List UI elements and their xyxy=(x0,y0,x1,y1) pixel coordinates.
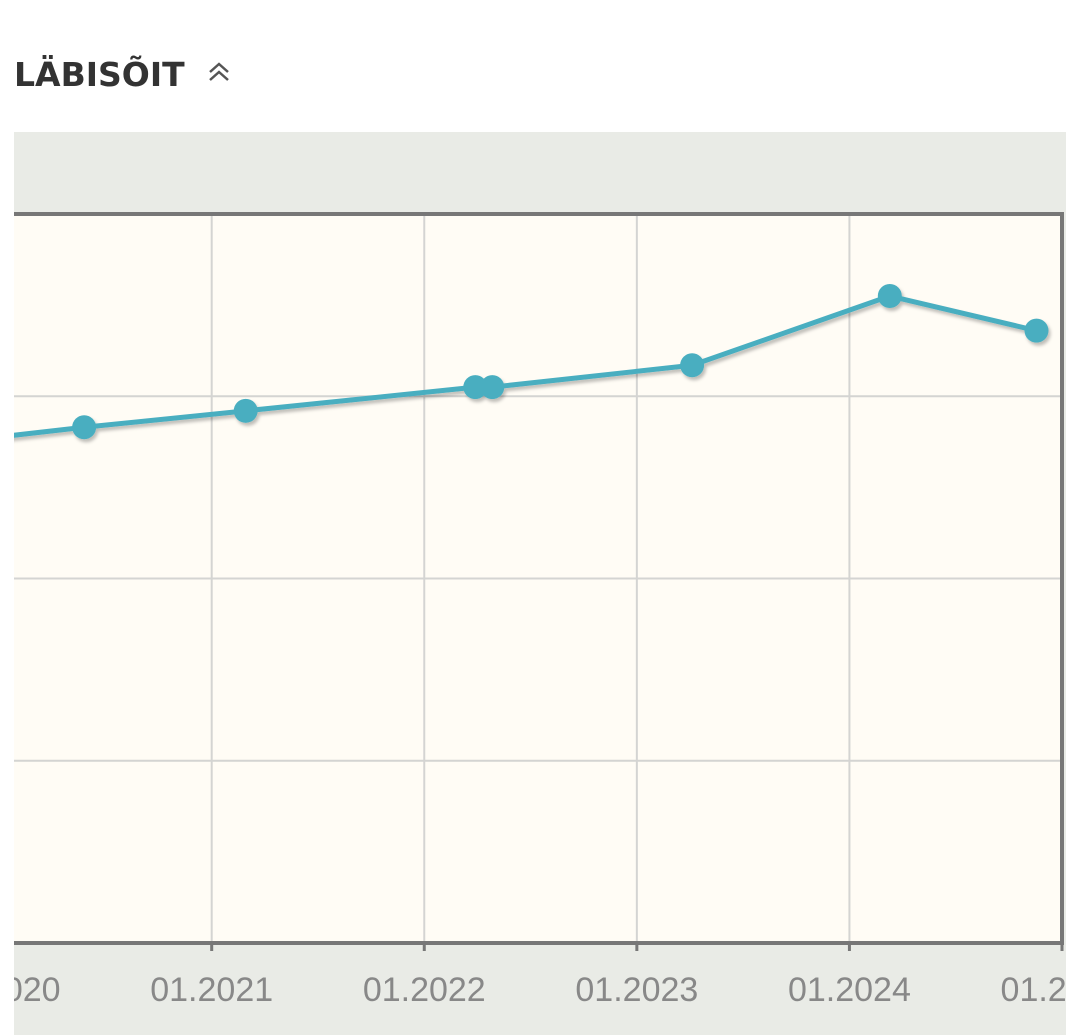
section-title: LÄBISÕIT xyxy=(14,54,185,94)
data-point xyxy=(877,284,902,309)
plot-border xyxy=(14,212,1064,945)
x-tick-label: 01.2025 xyxy=(1001,971,1080,1009)
x-tick-label: 01.2020 xyxy=(0,971,61,1009)
x-tick-label: 01.2024 xyxy=(788,971,911,1009)
x-tick-label: 01.2023 xyxy=(575,971,698,1009)
x-tick-label: 01.2021 xyxy=(150,971,273,1009)
data-point xyxy=(233,398,258,423)
data-point xyxy=(480,375,505,400)
data-point xyxy=(72,415,97,440)
collapse-icon[interactable] xyxy=(209,62,229,81)
data-point xyxy=(680,353,705,378)
data-point xyxy=(463,375,488,400)
x-tick-label: 01.2022 xyxy=(363,971,486,1009)
data-point xyxy=(1024,318,1049,343)
